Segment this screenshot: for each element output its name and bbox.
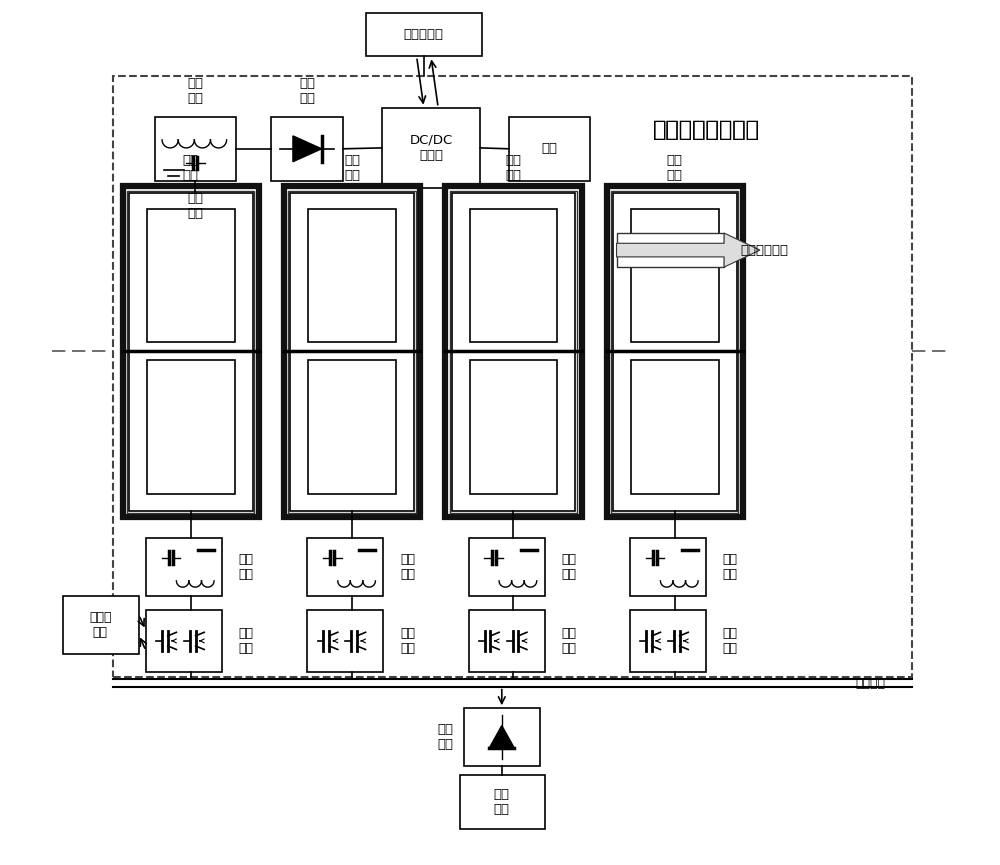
Bar <box>129 193 253 511</box>
Bar <box>470 208 557 343</box>
Bar <box>382 107 480 189</box>
Bar <box>460 775 545 830</box>
Bar <box>308 208 396 343</box>
Bar <box>611 191 738 513</box>
Text: 发射
线圈: 发射 线圈 <box>667 154 683 182</box>
Text: 电网
输入: 电网 输入 <box>494 788 510 817</box>
Bar <box>617 233 724 267</box>
Text: 逆变
电路: 逆变 电路 <box>400 627 415 655</box>
Text: DC/DC
变换器: DC/DC 变换器 <box>409 134 453 162</box>
Bar <box>290 193 414 511</box>
Bar <box>452 193 575 511</box>
Polygon shape <box>617 233 760 267</box>
Bar <box>607 187 743 517</box>
Bar <box>307 610 383 672</box>
Bar <box>113 76 912 676</box>
Bar <box>631 208 719 343</box>
Text: 谐振
电路: 谐振 电路 <box>400 553 415 580</box>
Bar <box>469 610 545 672</box>
Text: 控制器电路: 控制器电路 <box>404 29 444 42</box>
Text: 逆变
电路: 逆变 电路 <box>562 627 577 655</box>
Bar <box>631 361 719 494</box>
Text: 无线电能传输系统: 无线电能传输系统 <box>653 120 760 140</box>
Text: 谐振
电路: 谐振 电路 <box>239 553 254 580</box>
Polygon shape <box>489 726 514 748</box>
Polygon shape <box>293 136 322 162</box>
Bar <box>146 538 222 596</box>
Text: 发射
线圈: 发射 线圈 <box>183 154 199 182</box>
Bar <box>469 538 545 596</box>
Text: 逆变
电路: 逆变 电路 <box>723 627 738 655</box>
Text: 发射
线圈: 发射 线圈 <box>505 154 521 182</box>
Bar <box>271 117 343 181</box>
Bar <box>284 187 420 517</box>
Bar <box>613 193 737 511</box>
Bar <box>146 610 222 672</box>
Text: 无线电能传输系统: 无线电能传输系统 <box>653 120 760 140</box>
Bar <box>288 191 416 513</box>
Bar <box>445 187 582 517</box>
Bar <box>308 361 396 494</box>
Bar <box>450 191 577 513</box>
Bar <box>63 596 139 654</box>
Bar <box>127 191 254 513</box>
Bar <box>464 708 540 766</box>
Text: 逆变
电路: 逆变 电路 <box>239 627 254 655</box>
Bar <box>630 538 706 596</box>
Text: 谐振
电路: 谐振 电路 <box>187 78 203 106</box>
Text: 电池: 电池 <box>541 143 557 156</box>
Text: 接收
线圈: 接收 线圈 <box>187 192 203 221</box>
Bar <box>147 361 235 494</box>
Text: 发射
线圈: 发射 线圈 <box>344 154 360 182</box>
Text: 直流母线: 直流母线 <box>855 676 885 689</box>
Bar <box>630 610 706 672</box>
Text: 谐振
电路: 谐振 电路 <box>723 553 738 580</box>
Text: 汽车行驶方向: 汽车行驶方向 <box>740 244 788 257</box>
Bar <box>147 208 235 343</box>
Text: 整流
电路: 整流 电路 <box>299 78 315 106</box>
Text: 整流
电路: 整流 电路 <box>437 723 453 751</box>
Bar <box>155 117 236 181</box>
Bar <box>307 538 383 596</box>
Bar <box>366 14 482 56</box>
Bar <box>123 187 259 517</box>
Text: 谐振
电路: 谐振 电路 <box>562 553 577 580</box>
Text: 控制器
电路: 控制器 电路 <box>89 611 111 638</box>
Bar <box>470 361 557 494</box>
Bar <box>509 117 590 181</box>
